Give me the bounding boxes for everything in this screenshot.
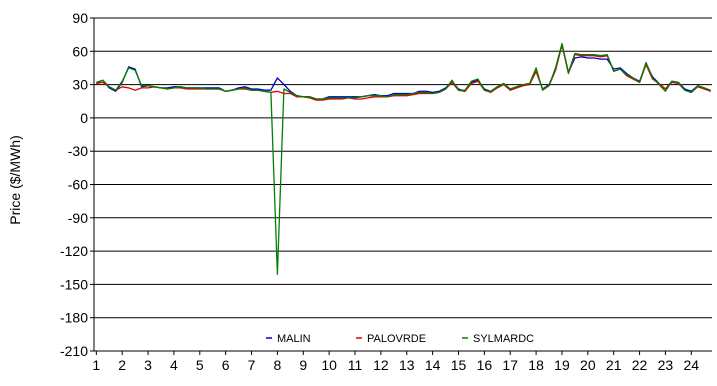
y-tick-label: -60 — [68, 177, 88, 193]
series-line-malin — [96, 43, 712, 100]
legend-label-malin: MALIN — [277, 333, 311, 345]
y-tick-label: -210 — [60, 343, 88, 359]
y-tick-label: -30 — [68, 143, 88, 159]
legend: MALIN PALOVRDE SYLMARDC — [255, 328, 534, 348]
y-tick-label: -150 — [60, 276, 88, 292]
x-tick-label: 24 — [684, 357, 700, 373]
series-layer — [96, 42, 712, 276]
y-tick-label: -120 — [60, 243, 88, 259]
y-tick-label: 30 — [72, 77, 88, 93]
legend-label-sylmardc: SYLMARDC — [473, 333, 534, 345]
x-tick-label: 20 — [580, 357, 596, 373]
y-tick-label: 0 — [80, 110, 88, 126]
x-tick-label: 21 — [606, 357, 622, 373]
x-tick-label: 4 — [170, 357, 178, 373]
x-tick-label: 11 — [348, 357, 363, 373]
x-tick-label: 15 — [451, 357, 467, 373]
x-tick-label: 22 — [632, 357, 648, 373]
x-tick-label: 7 — [248, 357, 256, 373]
x-tick-label: 9 — [299, 357, 307, 373]
series-line-sylmardc — [96, 42, 711, 276]
x-tick-label: 5 — [196, 357, 204, 373]
x-tick-label: 18 — [528, 357, 544, 373]
x-tick-label: 10 — [321, 357, 337, 373]
x-tick-label: 2 — [118, 357, 126, 373]
x-tick-label: 13 — [399, 357, 415, 373]
x-tick-label: 12 — [373, 357, 389, 373]
legend-label-palovrde: PALOVRDE — [367, 333, 426, 345]
y-tick-label: 60 — [72, 43, 88, 59]
x-tick-label: 6 — [222, 357, 230, 373]
y-tick-label: 90 — [72, 10, 88, 26]
x-tick-label: 16 — [477, 357, 493, 373]
y-tick-label: -90 — [68, 210, 88, 226]
x-tick-label: 17 — [502, 357, 518, 373]
x-tick-label: 23 — [658, 357, 674, 373]
y-axis-label: Price ($/MWh) — [7, 135, 23, 224]
x-tick-label: 1 — [92, 357, 100, 373]
y-tick-label: -180 — [60, 310, 88, 326]
x-tick-label: 14 — [425, 357, 441, 373]
x-tick-label: 3 — [144, 357, 152, 373]
series-line-palovrde — [96, 43, 711, 101]
x-tick-label: 19 — [554, 357, 570, 373]
x-tick-label: 8 — [274, 357, 282, 373]
legend-box — [255, 328, 529, 348]
